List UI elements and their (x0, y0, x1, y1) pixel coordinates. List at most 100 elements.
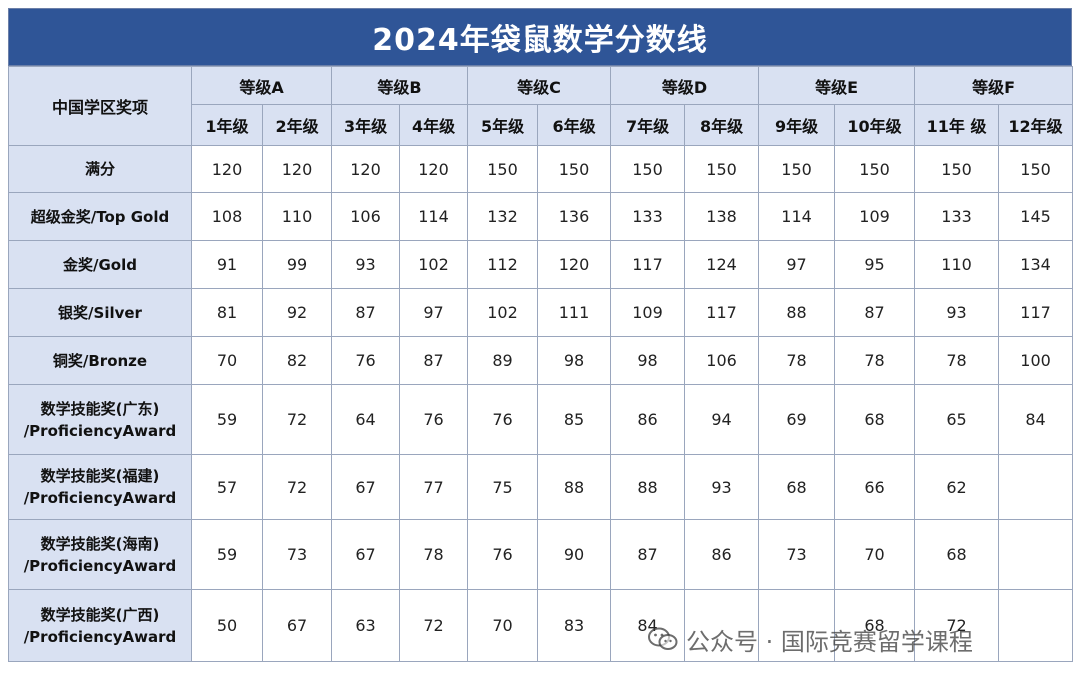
score-cell: 59 (191, 384, 263, 455)
score-cell: 112 (467, 240, 539, 289)
score-cell: 63 (331, 589, 401, 662)
score-cell: 70 (834, 519, 916, 590)
grade-header: 9年级 (758, 104, 836, 146)
score-cell: 67 (261, 589, 333, 662)
table-row: 超级金奖/Top Gold 108 110 106 114 132 136 133 138 114… (8, 192, 1074, 241)
score-cell: 84 (610, 589, 686, 662)
score-cell: 102 (399, 240, 469, 289)
table-row: 数学技能奖(广西)/ProficiencyAward 50 67 63 72 70 83 84… (8, 589, 1074, 662)
award-label: 满分 (8, 145, 192, 193)
score-cell: 120 (399, 145, 469, 193)
score-cell: 87 (834, 288, 916, 337)
score-cell: 132 (467, 192, 539, 241)
grade-header: 12年级 (998, 104, 1074, 146)
award-label: 数学技能奖(福建) /ProficiencyAward (8, 454, 192, 520)
table-row: 满分 120 120 120 120 150 150 150 150 150 150 150 150 (8, 145, 1074, 193)
award-label-line: 数学技能奖(广东) (40, 399, 160, 418)
score-cell: 78 (914, 336, 1000, 385)
grade-header: 4年级 (399, 104, 469, 146)
score-cell: 73 (261, 519, 333, 590)
score-cell: 76 (399, 384, 469, 455)
award-label: 数学技能奖(海南) /ProficiencyAward (8, 519, 192, 590)
score-table: 中国学区奖项 等级A 等级B 等级C 等级D 等级E 等级F 1年级 2年级 3年级 4年级 5年… (8, 66, 1074, 662)
score-cell: 67 (331, 519, 401, 590)
score-cell: 124 (684, 240, 760, 289)
level-header: 等级B (331, 66, 469, 105)
score-cell: 67 (331, 454, 401, 520)
score-cell: 150 (467, 145, 539, 193)
score-cell: 110 (261, 192, 333, 241)
score-cell: 88 (537, 454, 612, 520)
grade-header: 2年级 (261, 104, 333, 146)
score-cell: 108 (191, 192, 263, 241)
score-cell: 91 (191, 240, 263, 289)
score-cell: 150 (914, 145, 1000, 193)
level-header: 等级F (914, 66, 1074, 105)
score-cell: 150 (610, 145, 686, 193)
score-cell: 68 (834, 384, 916, 455)
score-cell: 109 (834, 192, 916, 241)
award-label: 数学技能奖(广西) /ProficiencyAward (8, 589, 192, 662)
score-cell: 117 (610, 240, 686, 289)
score-cell: 78 (834, 336, 916, 385)
score-cell: 76 (467, 519, 539, 590)
level-header: 等级D (610, 66, 760, 105)
score-cell: 77 (399, 454, 469, 520)
award-label-line: 铜奖/Bronze (52, 351, 148, 370)
score-cell: 98 (537, 336, 612, 385)
score-cell: 62 (914, 454, 1000, 520)
score-cell: 69 (758, 384, 836, 455)
score-cell: 120 (191, 145, 263, 193)
award-label-line: 数学技能奖(海南) (40, 534, 160, 553)
level-header-row: 中国学区奖项 等级A 等级B 等级C 等级D 等级E 等级F (8, 66, 1074, 146)
award-label-line: /ProficiencyAward (23, 489, 177, 507)
award-label: 银奖/Silver (8, 288, 192, 337)
score-cell: 72 (261, 384, 333, 455)
award-label: 铜奖/Bronze (8, 336, 192, 385)
score-cell: 150 (684, 145, 760, 193)
score-cell: 92 (261, 288, 333, 337)
score-cell: 84 (998, 384, 1074, 455)
score-cell: 133 (610, 192, 686, 241)
award-label: 超级金奖/Top Gold (8, 192, 192, 241)
level-header: 等级A (190, 66, 333, 105)
award-label: 金奖/Gold (8, 240, 192, 289)
table-row: 数学技能奖(海南)/ProficiencyAward 59 73 67 78 76 90 87… (8, 519, 1074, 590)
table-row: 银奖/Silver 81 92 87 97 102 111 109 117 88 87 93 117 (8, 288, 1074, 337)
award-label-line: 数学技能奖(广西) (40, 605, 160, 624)
award-label-line: /ProficiencyAward (23, 627, 177, 646)
score-cell: 150 (998, 145, 1074, 193)
score-cell: 99 (261, 240, 333, 289)
score-cell: 111 (537, 288, 612, 337)
grade-header: 8年级 (684, 104, 760, 146)
grade-header: 3年级 (331, 104, 401, 146)
award-label-line: 数学技能奖(福建) (40, 467, 160, 485)
score-cell: 64 (331, 384, 401, 455)
score-cell: 89 (467, 336, 539, 385)
corner-header: 中国学区奖项 (8, 66, 192, 146)
score-cell: 138 (684, 192, 760, 241)
score-cell: 81 (191, 288, 263, 337)
award-label-line: 金奖/Gold (63, 255, 137, 274)
grade-header: 10年级 (834, 104, 916, 146)
score-cell: 145 (998, 192, 1074, 241)
score-cell: 72 (261, 454, 333, 520)
grade-header-row: 1年级 2年级 3年级 4年级 5年级 6年级 7年级 8年级 9年级 10年级 11年 级 12年级 (9, 104, 1074, 146)
score-cell: 102 (467, 288, 539, 337)
score-cell: 120 (331, 145, 401, 193)
score-cell: 110 (914, 240, 1000, 289)
score-cell: 133 (914, 192, 1000, 241)
score-table-sheet: 2024年袋鼠数学分数线 中国学区奖项 等级A 等级B 等级C 等级D 等级E 等级F 1… (8, 8, 1074, 668)
score-cell: 150 (758, 145, 836, 193)
score-cell: 59 (191, 519, 263, 590)
score-cell (998, 519, 1074, 590)
level-header: 等级E (758, 66, 916, 105)
score-cell: 70 (467, 589, 539, 662)
grade-header: 7年级 (610, 104, 686, 146)
score-cell (998, 589, 1074, 662)
score-cell: 83 (537, 589, 612, 662)
score-cell: 87 (399, 336, 469, 385)
score-cell: 85 (537, 384, 612, 455)
score-cell (998, 454, 1074, 520)
score-cell: 98 (610, 336, 686, 385)
